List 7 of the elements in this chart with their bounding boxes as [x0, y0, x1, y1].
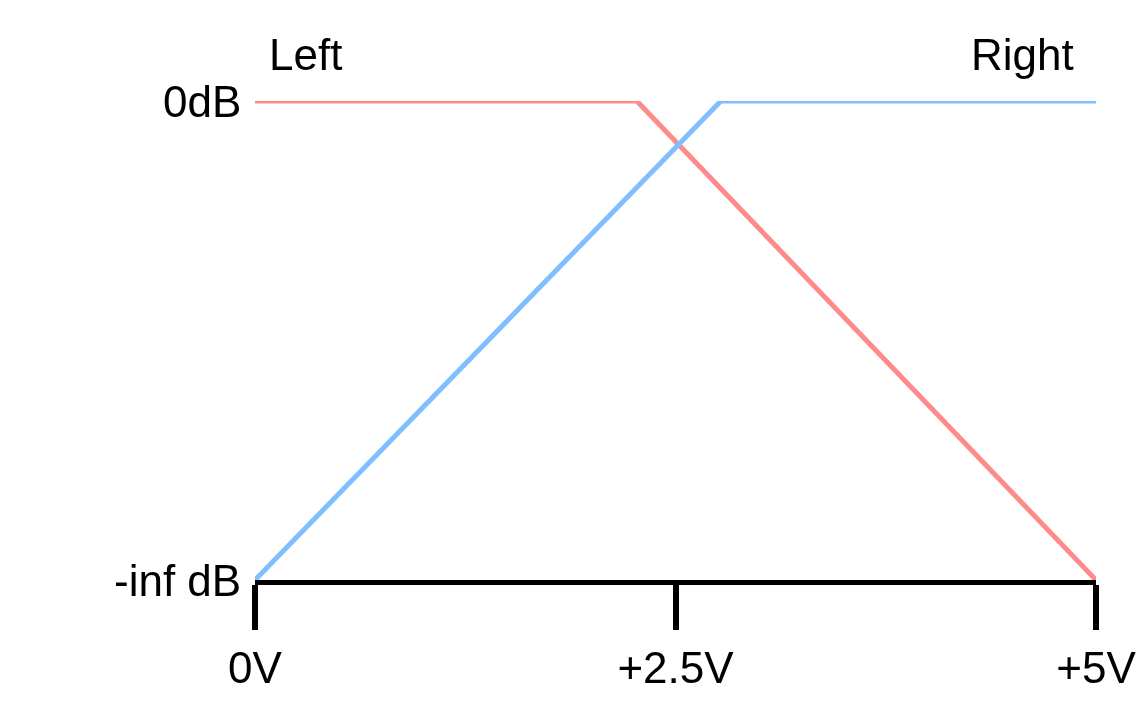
annotation: 0dB [163, 77, 242, 126]
series-label: Right [971, 30, 1074, 79]
x-tick-label: 0V [228, 642, 283, 692]
series-label: Left [269, 30, 343, 79]
x-tick-label: +5V [1056, 642, 1137, 692]
annotation: -inf dB [114, 556, 242, 605]
x-tick-label: +2.5V [617, 642, 735, 692]
